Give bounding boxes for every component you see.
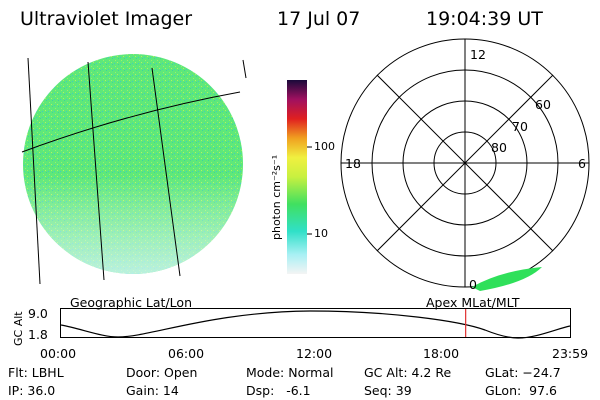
apex-label: Apex MLat/MLT [426,295,520,310]
uv-disk-limb [23,54,243,274]
time-tick-0000: 00:00 [40,346,77,361]
altitude-axis-label: GC Alt [12,311,25,346]
aurora-patch [472,267,542,291]
dsp-info: Dsp: -6.1 [246,383,311,398]
geographic-grid [21,57,247,285]
filter-info: Flt: LBHL [8,365,64,380]
ip-info: IP: 36.0 [8,383,56,398]
colorbar-tick-100: 100 [314,140,335,153]
geographic-label: Geographic Lat/Lon [70,295,192,310]
colorbar-unit-label: photon cm⁻²s⁻¹ [270,154,283,240]
mlat-label-70: 70 [512,119,528,134]
polar-plot [340,38,590,291]
glat-info: GLat: −24.7 [485,365,561,380]
instrument-title: Ultraviolet Imager [20,8,193,30]
date-label: 17 Jul 07 [277,8,361,30]
colorbar-tick-10: 10 [314,227,328,240]
mlt-label-0: 0 [469,277,477,292]
mode-info: Mode: Normal [246,365,334,380]
altitude-plot [60,308,571,339]
mlat-label-60: 60 [535,97,551,112]
time-tick-1200: 12:00 [296,346,333,361]
uv-image-panel [21,54,247,285]
time-label: 19:04:39 UT [426,8,543,30]
time-tick-2359: 23:59 [552,346,589,361]
mlat-label-80: 80 [491,140,507,155]
time-tick-1800: 18:00 [423,346,460,361]
glon-info: GLon: 97.6 [485,383,557,398]
colorbar-gradient [287,80,307,274]
altitude-min-label: 1.8 [28,327,48,342]
altitude-plot-frame [60,308,571,338]
mlt-label-18: 18 [345,156,361,171]
mlt-label-12: 12 [470,47,486,62]
gc-alt-info: GC Alt: 4.2 Re [364,365,452,380]
door-info: Door: Open [126,365,198,380]
altitude-curve [60,310,571,339]
gain-info: Gain: 14 [126,383,179,398]
time-tick-0600: 06:00 [168,346,205,361]
seq-info: Seq: 39 [364,383,412,398]
altitude-max-label: 9.0 [28,306,48,321]
colorbar [287,80,312,274]
mlt-label-6: 6 [578,156,586,171]
